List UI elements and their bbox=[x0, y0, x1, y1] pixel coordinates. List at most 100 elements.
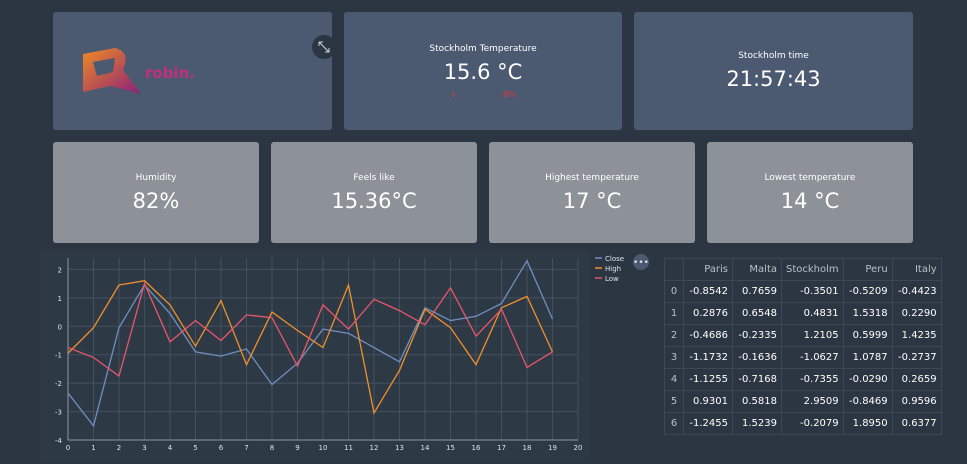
metric-card: Highest temperature 17 °C bbox=[489, 142, 695, 243]
x-tick-label: 6 bbox=[219, 444, 224, 452]
x-tick-label: 2 bbox=[117, 444, 121, 452]
y-tick-label: -4 bbox=[55, 437, 63, 445]
x-tick-label: 1 bbox=[91, 444, 95, 452]
x-tick-label: 5 bbox=[193, 444, 197, 452]
x-tick-label: 9 bbox=[295, 444, 299, 452]
y-tick-label: -3 bbox=[55, 409, 62, 417]
metric-card: Feels like 15.36°C bbox=[271, 142, 477, 243]
x-tick-label: 10 bbox=[319, 444, 328, 452]
y-tick-label: -2 bbox=[55, 380, 62, 388]
table-cell: -1.2455 bbox=[683, 412, 733, 435]
logo-text: robin. bbox=[145, 64, 195, 82]
table-cell: -0.8542 bbox=[683, 280, 733, 303]
metric-label: Humidity bbox=[135, 172, 177, 183]
metric-value: 14 °C bbox=[780, 188, 840, 213]
metric-label: Highest temperature bbox=[545, 172, 639, 183]
metric-card: Lowest temperature 14 °C bbox=[707, 142, 913, 243]
x-tick-label: 14 bbox=[421, 444, 430, 452]
metric-delta: ↓ -8% bbox=[450, 90, 516, 99]
table-cell: 1.5318 bbox=[842, 302, 893, 325]
table-cell: 0.9596 bbox=[891, 390, 942, 413]
table-cell: -0.1636 bbox=[732, 346, 782, 369]
column-header: Italy bbox=[891, 258, 942, 281]
table-cell: -0.7168 bbox=[732, 368, 782, 391]
series-line bbox=[67, 281, 553, 378]
metric-value: 15.6 °C bbox=[443, 59, 523, 84]
metric-card: Humidity 82% bbox=[53, 142, 259, 243]
metric-label: Lowest temperature bbox=[764, 172, 856, 183]
chart-menu-button[interactable] bbox=[633, 254, 649, 270]
y-tick-label: 1 bbox=[58, 295, 62, 303]
table-cell: 0.2659 bbox=[891, 368, 942, 391]
y-tick-label: 2 bbox=[58, 266, 62, 274]
x-tick-label: 7 bbox=[244, 444, 248, 452]
metric-card: Stockholm Temperature 15.6 °C ↓ -8% bbox=[344, 12, 622, 130]
chart-background bbox=[40, 252, 590, 462]
index-header bbox=[664, 258, 684, 281]
metric-value: 15.36°C bbox=[331, 188, 417, 213]
table-cell: -1.1732 bbox=[683, 346, 733, 369]
table-cell: -0.2079 bbox=[781, 412, 844, 435]
row-index: 4 bbox=[664, 368, 684, 391]
delta-arrow: ↓ bbox=[449, 89, 457, 99]
column-header: Peru bbox=[842, 258, 893, 281]
table-cell: -1.1255 bbox=[683, 368, 733, 391]
metric-label: Stockholm time bbox=[738, 51, 809, 61]
table-cell: -1.0627 bbox=[781, 346, 844, 369]
logo-card: robin. bbox=[53, 12, 332, 130]
table-cell: 0.5999 bbox=[842, 324, 893, 347]
legend-label: Low bbox=[605, 275, 619, 283]
table-cell: -0.0290 bbox=[842, 368, 893, 391]
table-cell: 1.2105 bbox=[781, 324, 844, 347]
table-row: 1 0.2876 0.6548 0.4831 1.5318 0.2290 bbox=[664, 302, 942, 325]
table-cell: -0.7355 bbox=[781, 368, 844, 391]
x-tick-label: 20 bbox=[574, 444, 583, 452]
x-tick-label: 15 bbox=[446, 444, 455, 452]
expand-button[interactable] bbox=[312, 35, 332, 59]
table-cell: -0.4686 bbox=[683, 324, 733, 347]
table-cell: 0.6548 bbox=[732, 302, 782, 325]
table-cell: -0.4423 bbox=[891, 280, 942, 303]
column-header: Malta bbox=[732, 258, 782, 281]
table-cell: -0.5209 bbox=[842, 280, 893, 303]
table-cell: 0.4831 bbox=[781, 302, 844, 325]
table-cell: 0.2876 bbox=[683, 302, 733, 325]
metric-label: Stockholm Temperature bbox=[429, 43, 537, 54]
table-cell: 1.4235 bbox=[891, 324, 942, 347]
table-cell: 0.5818 bbox=[732, 390, 782, 413]
table-cell: 2.9509 bbox=[781, 390, 844, 413]
table-cell: 1.5239 bbox=[732, 412, 782, 435]
x-tick-label: 17 bbox=[497, 444, 506, 452]
row-index: 2 bbox=[664, 324, 684, 347]
metric-value: 21:57:43 bbox=[726, 67, 821, 91]
table-row: 6 -1.2455 1.5239 -0.2079 1.8950 0.6377 bbox=[664, 412, 942, 435]
x-tick-label: 18 bbox=[523, 444, 532, 452]
table-cell: -0.3501 bbox=[781, 280, 844, 303]
row-index: 1 bbox=[664, 302, 684, 325]
table-cell: -0.2335 bbox=[732, 324, 782, 347]
table-row: 0 -0.8542 0.7659 -0.3501 -0.5209 -0.4423 bbox=[664, 280, 942, 303]
x-tick-label: 0 bbox=[66, 444, 70, 452]
table-row: 5 0.9301 0.5818 2.9509 -0.8469 0.9596 bbox=[664, 390, 942, 413]
chart-menu-icon: ••• bbox=[633, 258, 649, 268]
table-cell: 0.6377 bbox=[891, 412, 942, 435]
header-row: Paris Malta Stockholm Peru Italy bbox=[664, 258, 942, 281]
y-tick-label: 0 bbox=[58, 323, 62, 331]
y-tick-label: -1 bbox=[55, 352, 62, 360]
x-tick-label: 16 bbox=[472, 444, 481, 452]
expand-icon bbox=[318, 41, 330, 53]
metric-value: 17 °C bbox=[562, 188, 622, 213]
metric-card: Stockholm time 21:57:43 bbox=[634, 12, 913, 130]
column-header: Stockholm bbox=[781, 258, 844, 281]
row-index: 0 bbox=[664, 280, 684, 303]
table-cell: 1.0787 bbox=[842, 346, 893, 369]
logo: robin. bbox=[83, 35, 332, 94]
table-row: 4 -1.1255 -0.7168 -0.7355 -0.0290 0.2659 bbox=[664, 368, 942, 391]
x-tick-label: 8 bbox=[270, 444, 274, 452]
table-cell: 0.9301 bbox=[683, 390, 733, 413]
table-cell: 1.8950 bbox=[842, 412, 893, 435]
legend-label: High bbox=[605, 265, 621, 273]
x-tick-label: 11 bbox=[344, 444, 353, 452]
